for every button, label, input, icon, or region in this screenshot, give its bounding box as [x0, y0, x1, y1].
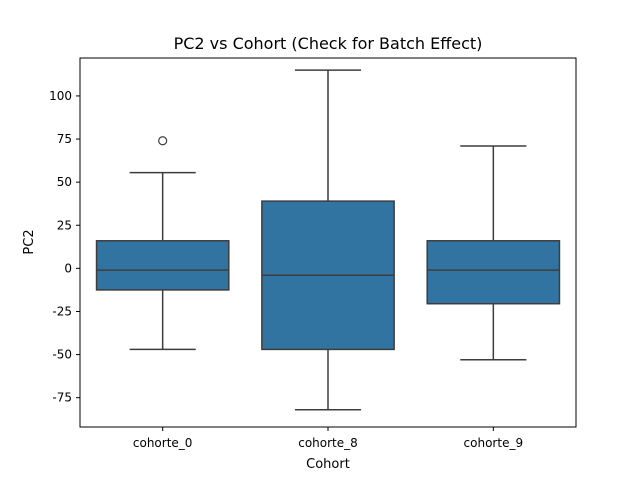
x-axis-label: Cohort [306, 457, 350, 472]
x-tick-label: cohorte_8 [298, 436, 358, 450]
y-tick-label: -25 [52, 304, 72, 318]
y-tick-label: 75 [57, 132, 72, 146]
y-tick-label: -75 [52, 391, 72, 405]
y-tick-label: 0 [64, 261, 72, 275]
y-tick-label: 100 [49, 89, 72, 103]
box-iqr [426, 240, 561, 305]
box-group [426, 145, 561, 361]
y-tick-label: 25 [57, 218, 72, 232]
y-axis-label: PC2 [22, 229, 37, 254]
box-group [95, 136, 230, 351]
y-tick-label: -50 [52, 348, 72, 362]
box-iqr [95, 240, 230, 291]
box-group [261, 69, 395, 411]
plot-area [95, 69, 561, 411]
x-tick-label: cohorte_9 [464, 436, 524, 450]
y-tick-label: 50 [57, 175, 72, 189]
chart-title: PC2 vs Cohort (Check for Batch Effect) [174, 34, 483, 53]
x-tick-label: cohorte_0 [133, 436, 193, 450]
outlier-point [158, 136, 168, 146]
axes: -75 -50 -25 0 25 50 75 100 cohorte_0 cohorte_8 coh… [49, 57, 577, 450]
